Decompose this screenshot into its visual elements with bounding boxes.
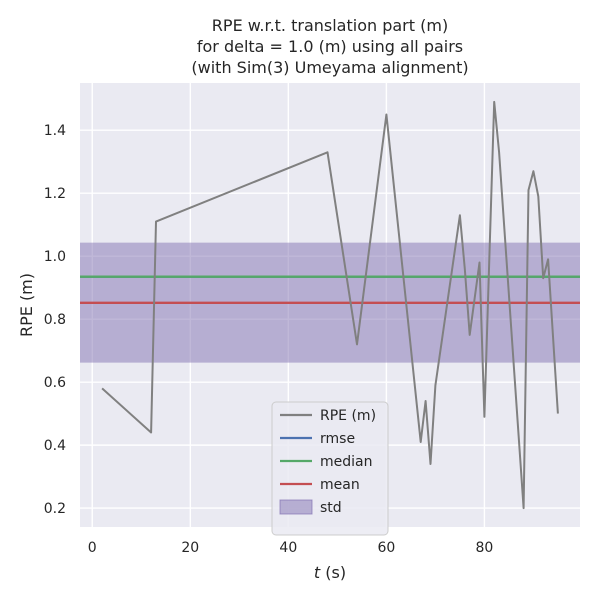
x-tick-label: 40 xyxy=(279,540,297,556)
y-tick-label: 1.0 xyxy=(44,249,66,265)
x-axis-label-unit: (s) xyxy=(320,563,346,582)
legend-entry-mean: mean xyxy=(280,477,360,493)
y-tick-label: 0.8 xyxy=(44,312,66,328)
legend-label: median xyxy=(320,454,372,470)
legend-entry-rpe: RPE (m) xyxy=(280,408,376,424)
legend-swatch xyxy=(279,499,313,515)
title-line-2: for delta = 1.0 (m) using all pairs xyxy=(197,37,463,56)
x-tick-label: 20 xyxy=(181,540,199,556)
y-tick-label: 0.4 xyxy=(44,438,66,454)
x-axis-label-variable: t xyxy=(314,563,321,582)
title-line-1: RPE w.r.t. translation part (m) xyxy=(212,16,448,35)
stat-lines-layer xyxy=(80,275,580,304)
legend-label: mean xyxy=(320,477,360,493)
legend: RPE (m) rmse median mean std xyxy=(271,401,389,536)
y-tick-label: 1.2 xyxy=(44,186,66,202)
x-tick-label: 80 xyxy=(475,540,493,556)
x-tick-label: 0 xyxy=(88,540,97,556)
y-tick-label: 0.6 xyxy=(44,375,66,391)
x-tick-label: 60 xyxy=(377,540,395,556)
y-tick-labels: 0.2 0.4 0.6 0.8 1.0 1.2 1.4 xyxy=(44,123,66,517)
y-axis-label: RPE (m) xyxy=(17,273,36,337)
legend-entry-rmse: rmse xyxy=(280,431,355,447)
legend-entry-std: std xyxy=(279,499,342,516)
legend-entry-median: median xyxy=(280,454,372,470)
x-axis-label: t (s) xyxy=(314,563,346,582)
legend-label: RPE (m) xyxy=(320,408,376,424)
legend-label: rmse xyxy=(320,431,355,447)
legend-label: std xyxy=(320,500,342,516)
title-line-3: (with Sim(3) Umeyama alignment) xyxy=(191,58,468,77)
y-tick-label: 0.2 xyxy=(44,501,66,517)
y-tick-label: 1.4 xyxy=(44,123,66,139)
x-tick-labels: 0 20 40 60 80 xyxy=(88,540,494,556)
chart-title: RPE w.r.t. translation part (m) for delt… xyxy=(191,16,468,77)
rpe-series-line xyxy=(101,100,559,510)
series-layer xyxy=(101,100,559,510)
